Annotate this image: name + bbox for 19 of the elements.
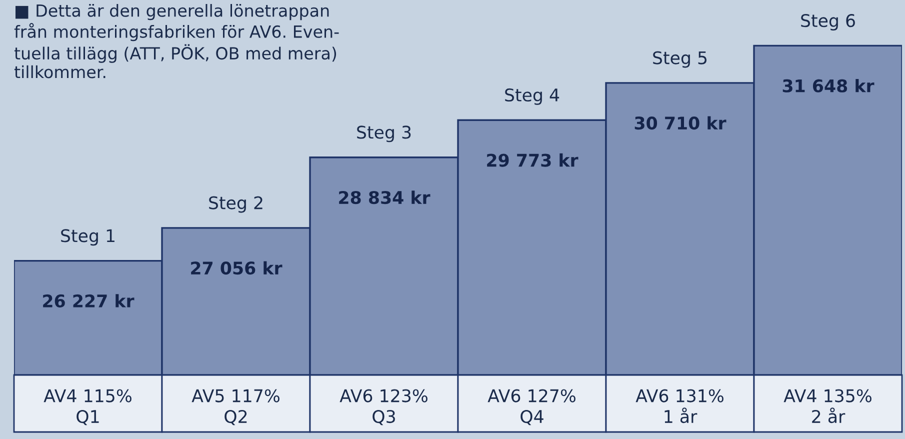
- x-tick-label: AV5 117% Q2: [192, 389, 280, 426]
- annotation: Steg 1: [61, 229, 114, 246]
- annotation: Steg 5: [653, 51, 707, 68]
- x-tick-label: AV6 131% 1 år: [636, 389, 724, 424]
- text: ■ Detta är den generella lönetrappan från monteringsfabriken för AV6. Even- tuella tillägg (ATT, PÖK, OB med mera) tillkommer.: [14, 4, 339, 78]
- data-label: 28 834 kr: [339, 190, 430, 204]
- data-label: 31 648 kr: [782, 78, 874, 92]
- x-tick-label: AV4 135% 2 år: [784, 389, 872, 424]
- annotation: Steg 6: [801, 14, 855, 31]
- annotation: Steg 2: [209, 196, 262, 213]
- annotation: Steg 4: [505, 88, 560, 105]
- data-label: 27 056 kr: [191, 261, 282, 275]
- x-tick-label: AV4 115% Q1: [44, 389, 132, 426]
- data-label: 29 773 kr: [487, 153, 578, 167]
- x-tick-label: AV6 123% Q3: [340, 389, 428, 426]
- data-label: 26 227 kr: [43, 294, 134, 308]
- x-tick-label: AV6 127% Q4: [488, 389, 576, 426]
- data-label: 30 710 kr: [634, 116, 726, 130]
- annotation: Steg 3: [357, 126, 411, 142]
